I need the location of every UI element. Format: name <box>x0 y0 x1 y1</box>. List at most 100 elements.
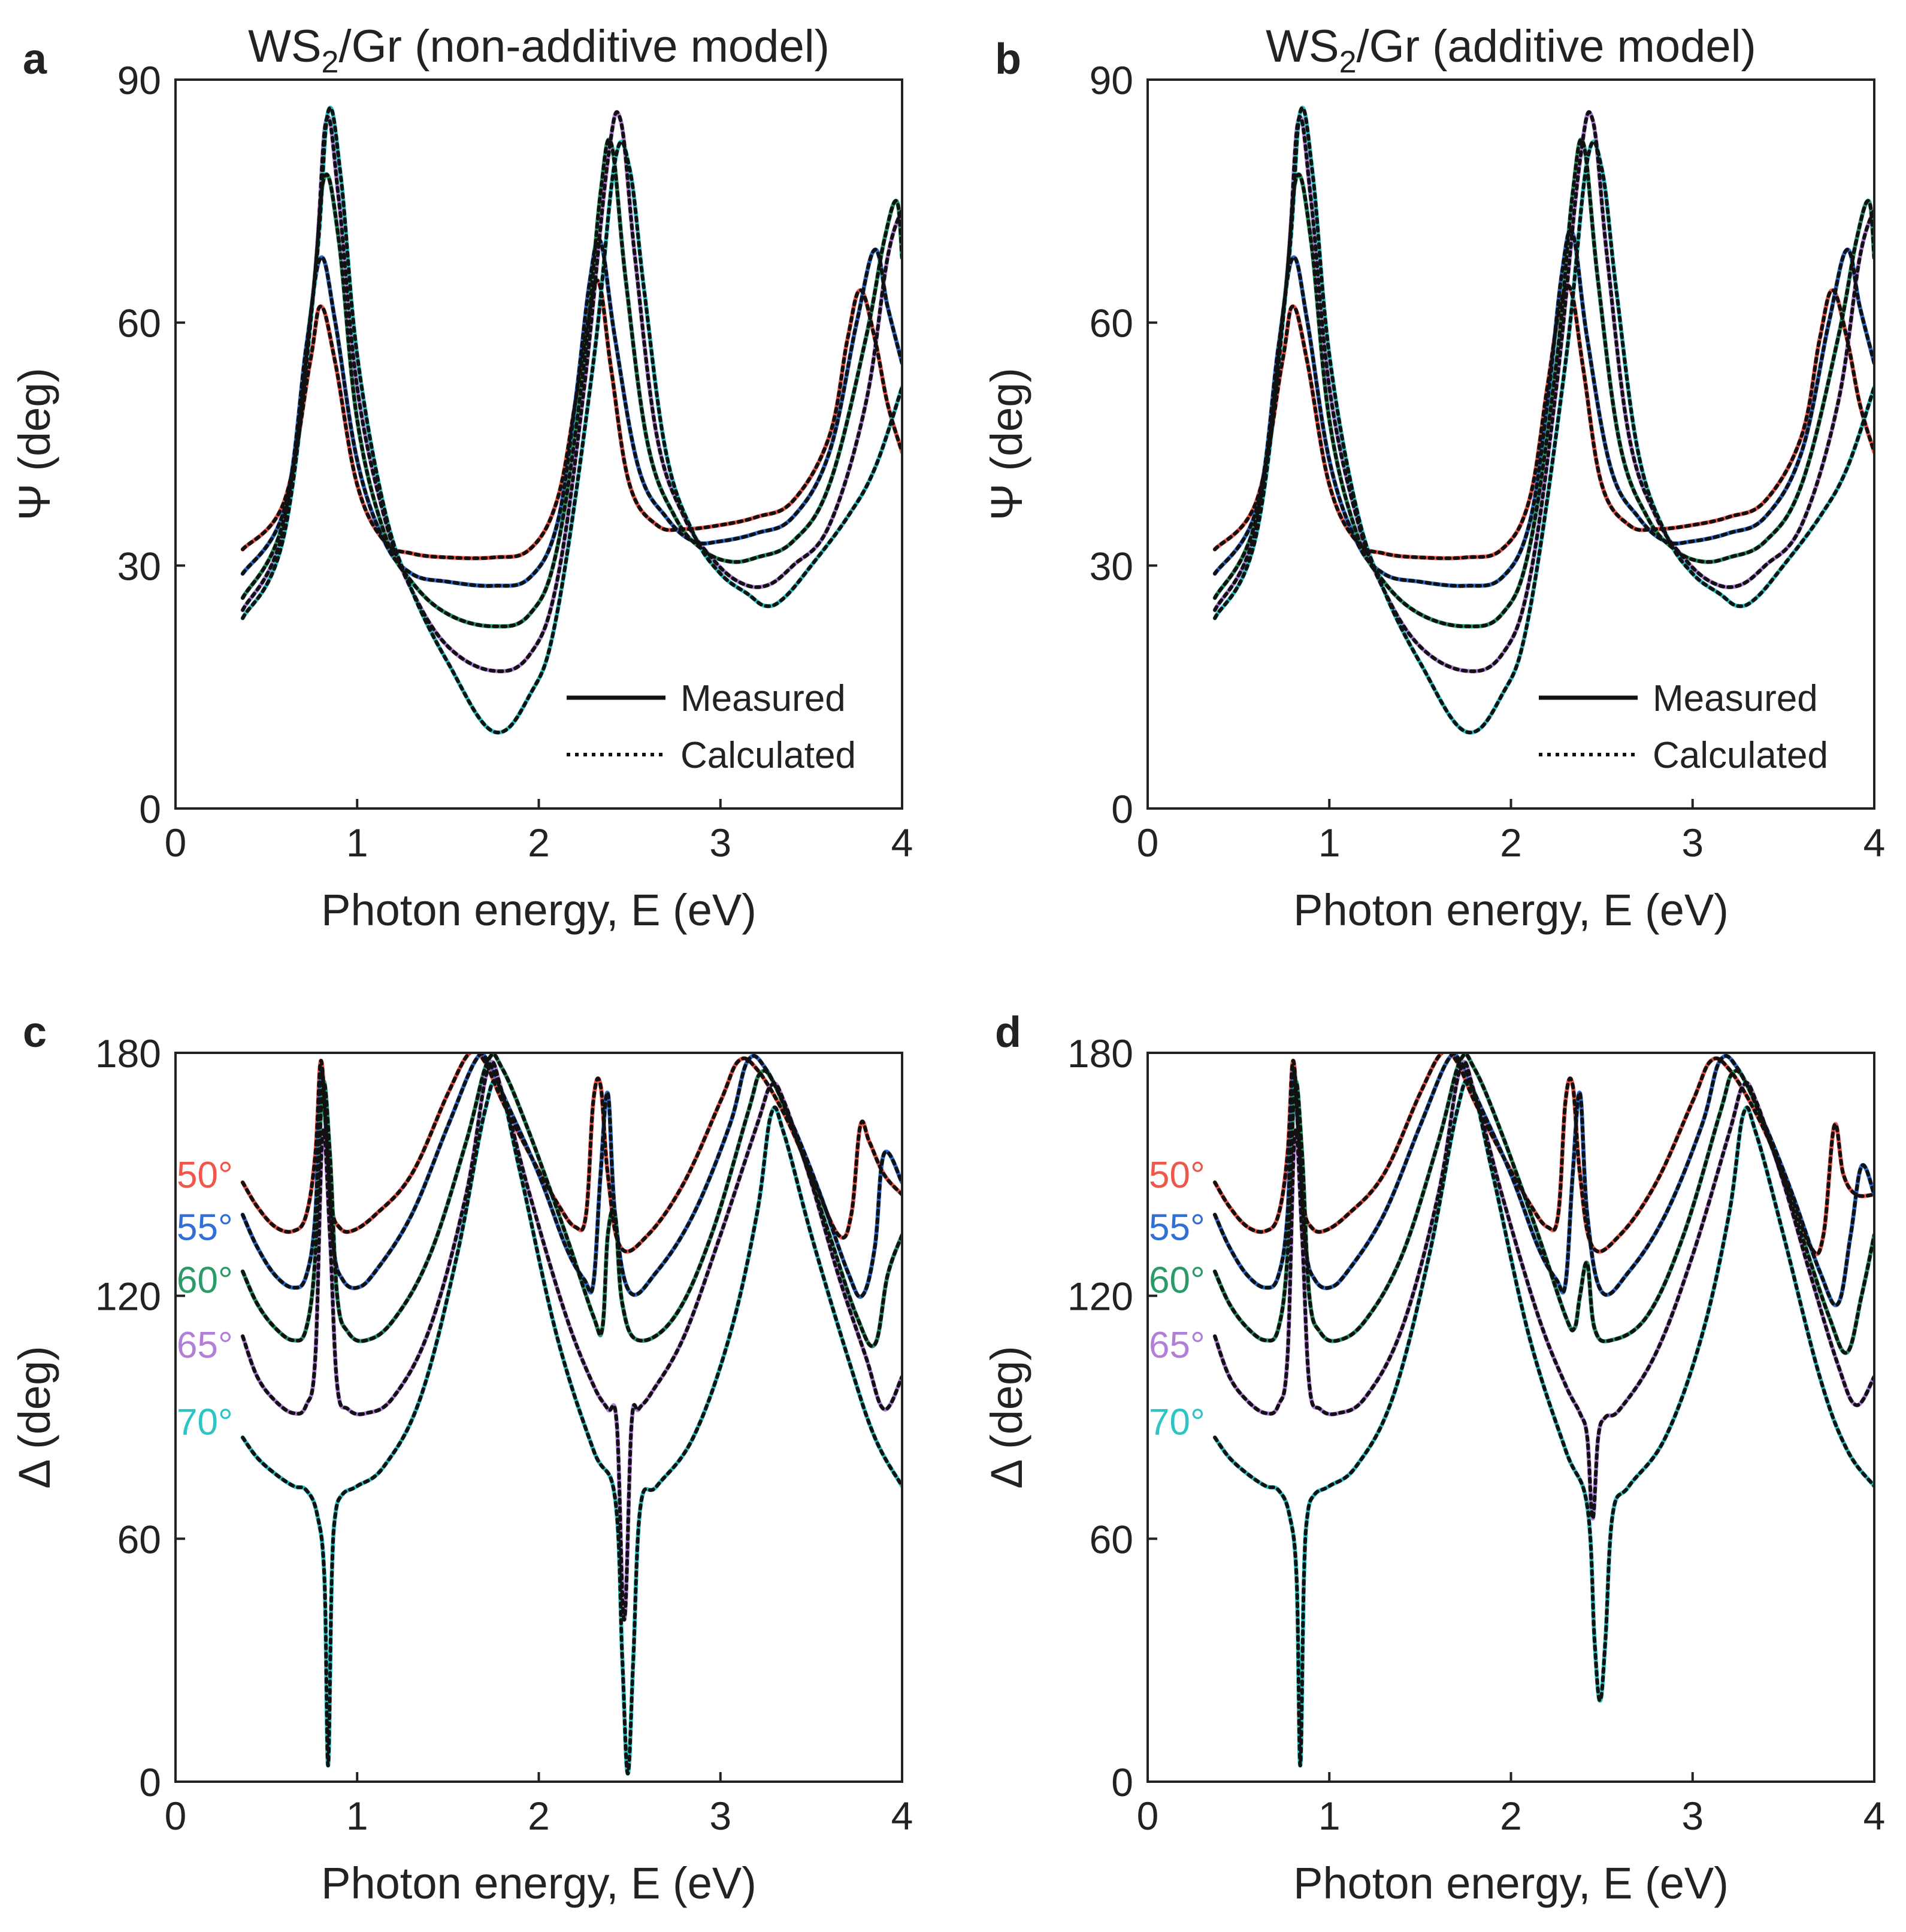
angle-label-65deg: 65° <box>1149 1325 1205 1366</box>
y-tick-label: 60 <box>117 301 161 346</box>
x-tick-label: 1 <box>346 1794 368 1838</box>
y-axis-label: Ψ (deg) <box>982 368 1031 520</box>
y-tick-label: 60 <box>1090 1517 1133 1561</box>
panel-title: WS2/Gr (additive model) <box>1266 21 1756 80</box>
x-tick-label: 4 <box>891 820 913 865</box>
plot-area <box>240 1053 902 1776</box>
angle-label-50deg: 50° <box>1149 1155 1205 1196</box>
y-tick-label: 90 <box>1090 58 1133 102</box>
calculated-line-65deg <box>241 1060 902 1622</box>
x-tick-label: 3 <box>1681 820 1704 865</box>
y-tick-label: 120 <box>95 1274 161 1319</box>
calculated-line-55deg <box>241 1053 902 1299</box>
panel-c: 0 1 2 3 4 0 60 120 180 Photon energy, E (eV) Δ (de… <box>10 1009 913 1908</box>
x-tick-label: 0 <box>1137 820 1159 865</box>
y-tick-label: 0 <box>1111 1760 1133 1804</box>
calculated-line-70deg <box>241 1079 902 1776</box>
panel-a: 0 1 2 3 4 0 30 60 90 Photon energy, E (eV) Ψ (deg)… <box>10 21 913 935</box>
y-tick-label: 0 <box>139 787 161 831</box>
panel-title: WS2/Gr (non-additive model) <box>248 21 830 80</box>
calculated-line-55deg <box>1213 228 1874 588</box>
calculated-line-65deg <box>241 110 902 673</box>
x-tick-label: 2 <box>528 820 550 865</box>
y-tick-label: 90 <box>117 58 161 102</box>
y-axis-label: Ψ (deg) <box>10 368 59 520</box>
series-line-55deg <box>1212 1053 1874 1307</box>
title-part: /Gr (additive model) <box>1357 21 1756 72</box>
angle-label-70deg: 70° <box>177 1401 233 1443</box>
x-tick-label: 0 <box>165 1794 187 1838</box>
x-tick-label: 2 <box>528 1794 550 1838</box>
calculated-line-60deg <box>1213 138 1874 628</box>
x-axis-label: Photon energy, E (eV) <box>1293 1858 1729 1908</box>
x-tick-label: 1 <box>346 820 368 865</box>
x-tick-label: 0 <box>1137 1794 1159 1838</box>
x-tick-label: 2 <box>1500 820 1522 865</box>
x-tick-label: 4 <box>1863 1794 1886 1838</box>
calculated-line-60deg <box>1213 1053 1874 1355</box>
angle-label-70deg: 70° <box>1149 1401 1205 1443</box>
angle-label-50deg: 50° <box>177 1155 233 1196</box>
series-line-70deg <box>240 1079 902 1776</box>
calculated-line-70deg <box>1213 1079 1874 1768</box>
x-tick-label: 3 <box>709 820 731 865</box>
calculated-line-65deg <box>1213 1060 1874 1521</box>
legend: Measured Calculated <box>1539 678 1828 776</box>
legend-measured-label: Measured <box>1653 678 1818 719</box>
y-tick-label: 0 <box>1111 787 1133 831</box>
x-tick-label: 0 <box>165 820 187 865</box>
calculated-line-65deg <box>1213 110 1874 673</box>
x-tick-label: 2 <box>1500 1794 1522 1838</box>
calculated-line-70deg <box>1213 105 1874 735</box>
panel-letter: a <box>23 35 47 83</box>
panel-letter: d <box>995 1009 1021 1056</box>
y-tick-label: 180 <box>1067 1031 1133 1076</box>
plot-area <box>240 105 902 735</box>
angle-label-65deg: 65° <box>177 1325 233 1366</box>
x-axis-label: Photon energy, E (eV) <box>321 885 757 935</box>
x-tick-label: 4 <box>891 1794 913 1838</box>
y-axis-label: Δ (deg) <box>982 1346 1031 1489</box>
y-axis-label: Δ (deg) <box>10 1346 59 1489</box>
y-tick-label: 60 <box>1090 301 1133 346</box>
x-tick-label: 4 <box>1863 820 1886 865</box>
panel-letter: b <box>995 35 1021 83</box>
panel-b: 0 1 2 3 4 0 30 60 90 Photon energy, E (eV) Ψ (deg)… <box>982 21 1885 935</box>
x-axis-label: Photon energy, E (eV) <box>1293 885 1729 935</box>
y-tick-label: 30 <box>117 544 161 588</box>
y-tick-label: 60 <box>117 1517 161 1561</box>
x-tick-label: 1 <box>1318 1794 1341 1838</box>
angle-label-55deg: 55° <box>1149 1207 1205 1249</box>
title-subscript: 2 <box>322 45 339 80</box>
calculated-line-60deg <box>241 138 902 628</box>
legend-calculated-label: Calculated <box>680 735 856 776</box>
panel-d: 0 1 2 3 4 0 60 120 180 Photon energy, E (eV) Δ (de… <box>982 1009 1885 1908</box>
calculated-line-70deg <box>241 105 902 735</box>
legend-calculated-label: Calculated <box>1653 735 1828 776</box>
panel-letter: c <box>23 1009 47 1056</box>
calculated-line-60deg <box>241 1053 902 1348</box>
angle-label-60deg: 60° <box>177 1260 233 1301</box>
plot-area <box>1212 105 1874 735</box>
legend-measured-label: Measured <box>680 678 846 719</box>
legend: Measured Calculated <box>567 678 856 776</box>
calculated-line-55deg <box>241 237 902 588</box>
angle-label-55deg: 55° <box>177 1207 233 1249</box>
x-tick-label: 3 <box>1681 1794 1704 1838</box>
calculated-line-55deg <box>1213 1053 1874 1307</box>
title-subscript: 2 <box>1339 45 1357 80</box>
x-axis-label: Photon energy, E (eV) <box>321 1858 757 1908</box>
series-line-70deg <box>1212 1079 1874 1768</box>
y-tick-label: 180 <box>95 1031 161 1076</box>
y-tick-label: 0 <box>139 1760 161 1804</box>
y-tick-label: 30 <box>1090 544 1133 588</box>
title-part: WS <box>1266 21 1339 72</box>
title-part: WS <box>248 21 321 72</box>
y-tick-label: 120 <box>1067 1274 1133 1319</box>
calculated-line-50deg <box>1213 283 1874 561</box>
series-line-65deg <box>1212 1059 1874 1521</box>
plot-area <box>1212 1053 1874 1768</box>
x-tick-label: 1 <box>1318 820 1341 865</box>
